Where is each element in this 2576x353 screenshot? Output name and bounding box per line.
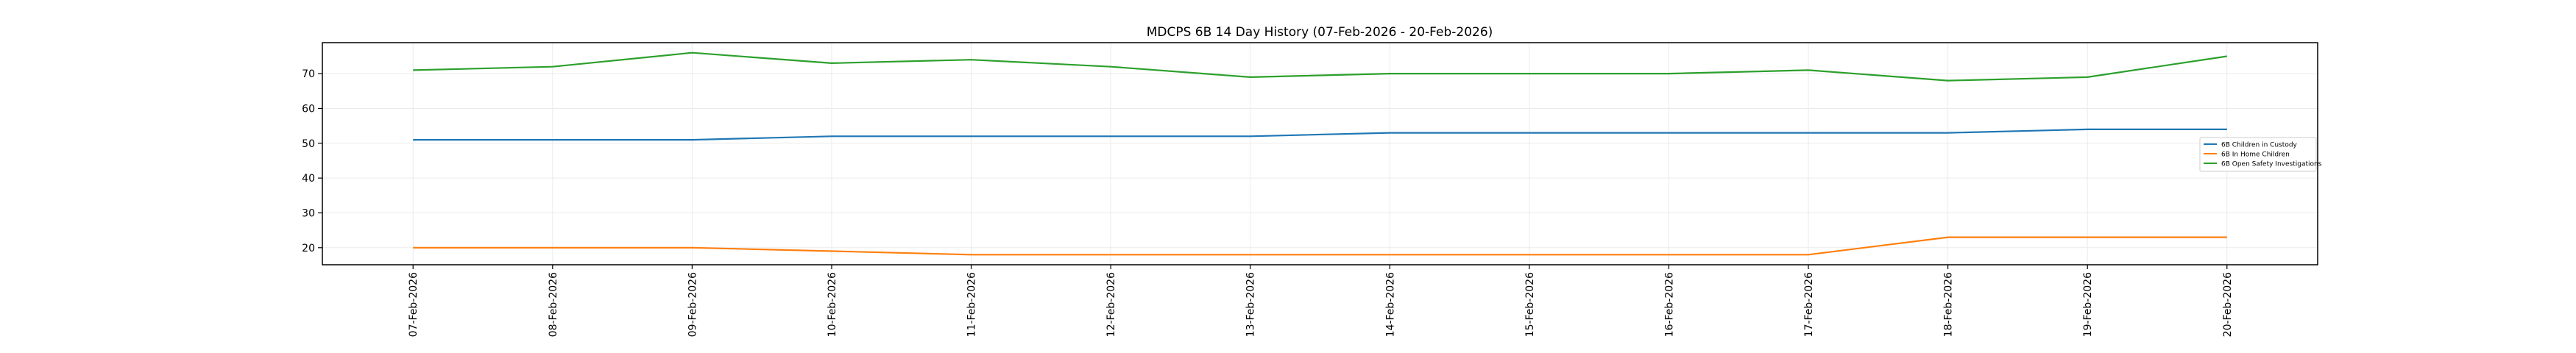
- x-tick-label: 08-Feb-2026: [548, 272, 559, 337]
- x-tick-label: 18-Feb-2026: [1943, 272, 1955, 337]
- series-line-1: [413, 236, 2227, 256]
- x-tick-label: 19-Feb-2026: [2082, 272, 2094, 337]
- y-tick-label: 70: [302, 68, 315, 80]
- legend-label: 6B Children in Custody: [2221, 142, 2298, 149]
- x-tick-label: 16-Feb-2026: [1663, 272, 1675, 337]
- x-tick-label: 11-Feb-2026: [966, 272, 978, 337]
- y-tick-label: 50: [302, 138, 315, 150]
- legend-box: [2199, 137, 2317, 172]
- x-tick-label: 15-Feb-2026: [1524, 272, 1536, 337]
- x-tick-label: 10-Feb-2026: [827, 272, 838, 337]
- x-tick-label: 17-Feb-2026: [1803, 272, 1815, 337]
- y-tick-label: 20: [302, 243, 315, 254]
- y-tick-label: 40: [302, 173, 315, 185]
- plot-frame: [322, 42, 2318, 265]
- y-tick-label: 60: [302, 103, 315, 115]
- series-lines: [413, 51, 2227, 256]
- y-tick-label: 30: [302, 207, 315, 219]
- legend-label: 6B Open Safety Investigations: [2221, 161, 2322, 168]
- x-tick-label: 20-Feb-2026: [2222, 272, 2234, 337]
- x-tick-label: 13-Feb-2026: [1245, 272, 1257, 337]
- series-line-2: [413, 51, 2227, 82]
- chart-title: MDCPS 6B 14 Day History (07-Feb-2026 - 2…: [1147, 25, 1493, 40]
- x-axis: 07-Feb-2026 08-Feb-2026 09-Feb-2026 10-Feb-…: [408, 265, 2234, 337]
- x-tick-label: 09-Feb-2026: [687, 272, 698, 337]
- legend: 6B Children in Custody 6B In Home Childre…: [2199, 137, 2322, 172]
- x-tick-label: 14-Feb-2026: [1384, 272, 1396, 337]
- x-tick-label: 07-Feb-2026: [408, 272, 420, 337]
- x-tick-label: 12-Feb-2026: [1105, 272, 1117, 337]
- series-line-0: [413, 128, 2227, 141]
- y-axis: 20 30 40 50 60 70: [302, 68, 322, 254]
- legend-label: 6B In Home Children: [2221, 151, 2290, 159]
